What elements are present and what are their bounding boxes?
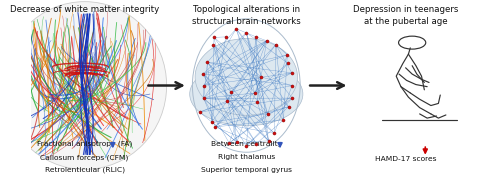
Point — [252, 35, 260, 38]
Point — [208, 121, 216, 124]
Text: Topological alterations in
structural brain networks: Topological alterations in structural br… — [192, 5, 300, 26]
Point — [242, 144, 250, 147]
Point — [280, 118, 287, 121]
Text: Depression in teenagers
at the pubertal age: Depression in teenagers at the pubertal … — [353, 5, 459, 26]
Point — [223, 99, 231, 103]
Point — [232, 27, 240, 30]
Point — [210, 36, 218, 39]
Point — [284, 62, 292, 65]
Text: Callosum forceps (CFM): Callosum forceps (CFM) — [40, 154, 129, 161]
Point — [272, 43, 280, 46]
Point — [288, 84, 296, 87]
Point — [270, 132, 278, 135]
Ellipse shape — [2, 2, 166, 169]
Point — [200, 97, 207, 100]
Text: Right thalamus: Right thalamus — [218, 154, 275, 160]
Point — [204, 61, 212, 64]
Point — [288, 97, 296, 100]
Ellipse shape — [195, 39, 298, 115]
Text: Decrease of white matter integrity: Decrease of white matter integrity — [10, 5, 160, 14]
Text: HAMD-17 scores: HAMD-17 scores — [375, 156, 436, 162]
Point — [264, 112, 272, 115]
Point — [258, 76, 266, 79]
Text: Superior temporal gyrus: Superior temporal gyrus — [201, 166, 292, 173]
Point — [212, 125, 220, 128]
Text: Retrolenticular (RLIC): Retrolenticular (RLIC) — [44, 166, 124, 173]
Point — [252, 142, 260, 145]
Point — [222, 35, 230, 38]
Point — [250, 91, 258, 94]
Point — [225, 142, 233, 145]
Text: Fractional anisotropy (FA): Fractional anisotropy (FA) — [37, 141, 132, 147]
Point — [242, 31, 250, 34]
Point — [232, 141, 240, 144]
Point — [288, 71, 296, 74]
Point — [196, 111, 203, 114]
Text: Between centrality: Between centrality — [210, 141, 282, 147]
Point — [210, 44, 218, 47]
Point — [284, 53, 292, 56]
Point — [262, 39, 270, 42]
Ellipse shape — [190, 62, 303, 126]
Point — [264, 139, 272, 142]
Point — [199, 72, 207, 75]
Point — [284, 105, 292, 108]
Point — [254, 100, 262, 103]
Point — [200, 84, 207, 87]
Point — [227, 91, 235, 94]
